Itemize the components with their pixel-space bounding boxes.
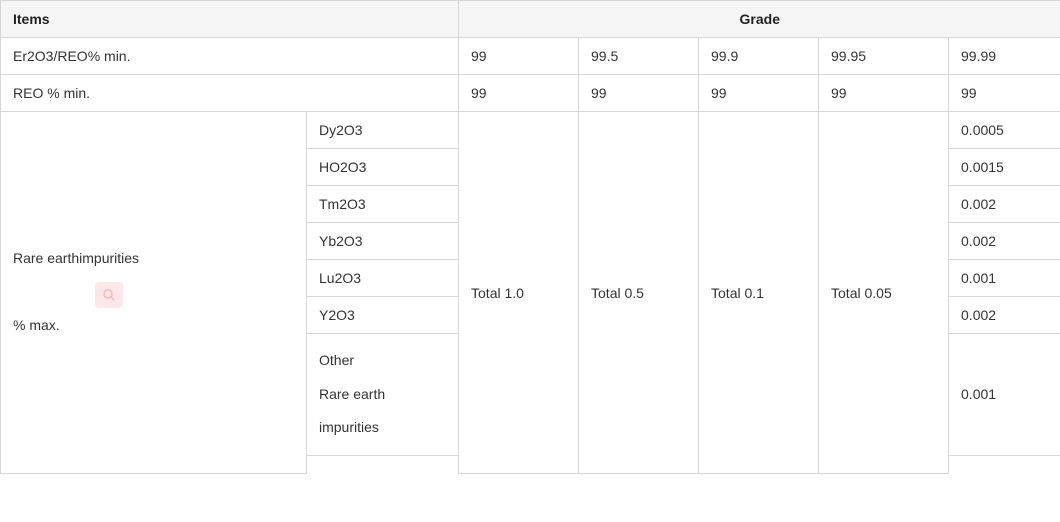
other-line1: Other	[319, 352, 354, 368]
cell-er-reo-g3: 99.9	[699, 38, 819, 75]
cell-sub-other: Other Rare earth impurities	[307, 334, 459, 456]
cell-er-reo-g2: 99.5	[579, 38, 699, 75]
cell-g5-y: 0.002	[949, 297, 1060, 334]
cell-reo-label: REO % min.	[1, 75, 459, 112]
cell-er-reo-g5: 99.99	[949, 38, 1060, 75]
cell-g5-ho: 0.0015	[949, 149, 1060, 186]
impurities-label-line2: % max.	[13, 317, 60, 333]
cell-sub-ho: HO2O3	[307, 149, 459, 186]
cell-sub-tm: Tm2O3	[307, 186, 459, 223]
row-imp-dy: Rare earthimpurities % max. Dy2O3 Total …	[1, 112, 1060, 149]
other-line3: impurities	[319, 419, 379, 435]
row-reo: REO % min. 99 99 99 99 99	[1, 75, 1060, 112]
cell-total-g4: Total 0.05	[819, 112, 949, 474]
items-header: Items	[1, 1, 459, 38]
cell-reo-g4: 99	[819, 75, 949, 112]
cell-total-g2: Total 0.5	[579, 112, 699, 474]
cell-total-g3: Total 0.1	[699, 112, 819, 474]
cell-reo-g3: 99	[699, 75, 819, 112]
cell-g5-yb: 0.002	[949, 223, 1060, 260]
cell-sub-lu: Lu2O3	[307, 260, 459, 297]
row-er-reo: Er2O3/REO% min. 99 99.5 99.9 99.95 99.99	[1, 38, 1060, 75]
header-row: Items Grade	[1, 1, 1060, 38]
cell-reo-g5: 99	[949, 75, 1060, 112]
cell-er-reo-label: Er2O3/REO% min.	[1, 38, 459, 75]
cell-er-reo-g4: 99.95	[819, 38, 949, 75]
cell-sub-y: Y2O3	[307, 297, 459, 334]
cell-g5-dy: 0.0005	[949, 112, 1060, 149]
cell-total-g1: Total 1.0	[459, 112, 579, 474]
grade-header: Grade	[459, 1, 1060, 38]
cell-er-reo-g1: 99	[459, 38, 579, 75]
cell-g5-other: 0.001	[949, 334, 1060, 456]
other-line2: Rare earth	[319, 386, 385, 402]
impurities-label-line1: Rare earthimpurities	[13, 250, 139, 266]
cell-g5-lu: 0.001	[949, 260, 1060, 297]
cell-reo-g2: 99	[579, 75, 699, 112]
cell-sub-dy: Dy2O3	[307, 112, 459, 149]
cell-g5-cutoff	[949, 455, 1060, 474]
cell-sub-yb: Yb2O3	[307, 223, 459, 260]
cell-impurities-label: Rare earthimpurities % max.	[1, 112, 307, 474]
search-icon	[95, 282, 123, 308]
cell-g5-tm: 0.002	[949, 186, 1060, 223]
cell-sub-cutoff	[307, 455, 459, 474]
spec-table: Items Grade Er2O3/REO% min. 99 99.5 99.9…	[0, 0, 1060, 474]
cell-reo-g1: 99	[459, 75, 579, 112]
